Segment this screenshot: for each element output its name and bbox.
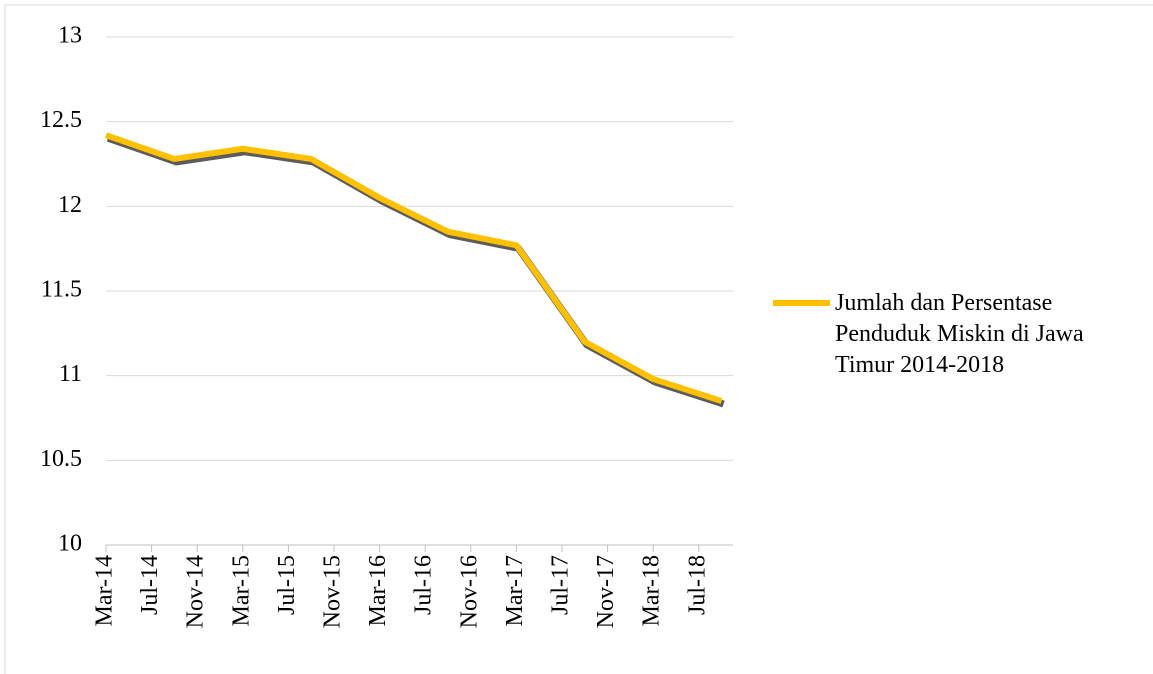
x-tick-label: Mar-15	[228, 555, 254, 627]
x-tick-label: Mar-18	[639, 555, 665, 627]
y-tick-label: 12.5	[40, 107, 82, 133]
y-tick-label: 10.5	[40, 446, 82, 472]
x-tick-label: Mar-17	[502, 555, 528, 627]
y-tick-label: 11	[59, 361, 82, 387]
y-tick-label: 13	[58, 23, 82, 49]
x-tick-label: Jul-15	[274, 555, 300, 615]
x-tick-label: Jul-18	[684, 555, 710, 615]
y-tick-label: 12	[58, 192, 82, 218]
x-tick-label: Nov-17	[593, 555, 619, 628]
y-tick-label: 10	[58, 531, 82, 557]
x-tick-label: Jul-14	[137, 555, 163, 615]
x-tick-label: Nov-15	[320, 555, 346, 628]
x-tick-label: Jul-17	[548, 555, 574, 615]
x-tick-label: Nov-14	[183, 555, 209, 628]
y-tick-label: 11.5	[41, 277, 82, 303]
legend-label: Jumlah dan Persentase Penduduk Miskin di…	[835, 290, 1084, 378]
x-tick-label: Jul-16	[411, 555, 437, 615]
x-tick-label: Nov-16	[456, 555, 482, 628]
line	[105, 132, 723, 404]
x-tick-label: Mar-16	[365, 555, 391, 627]
x-tick-label: Mar-14	[92, 555, 118, 627]
chart-border	[4, 4, 1153, 674]
